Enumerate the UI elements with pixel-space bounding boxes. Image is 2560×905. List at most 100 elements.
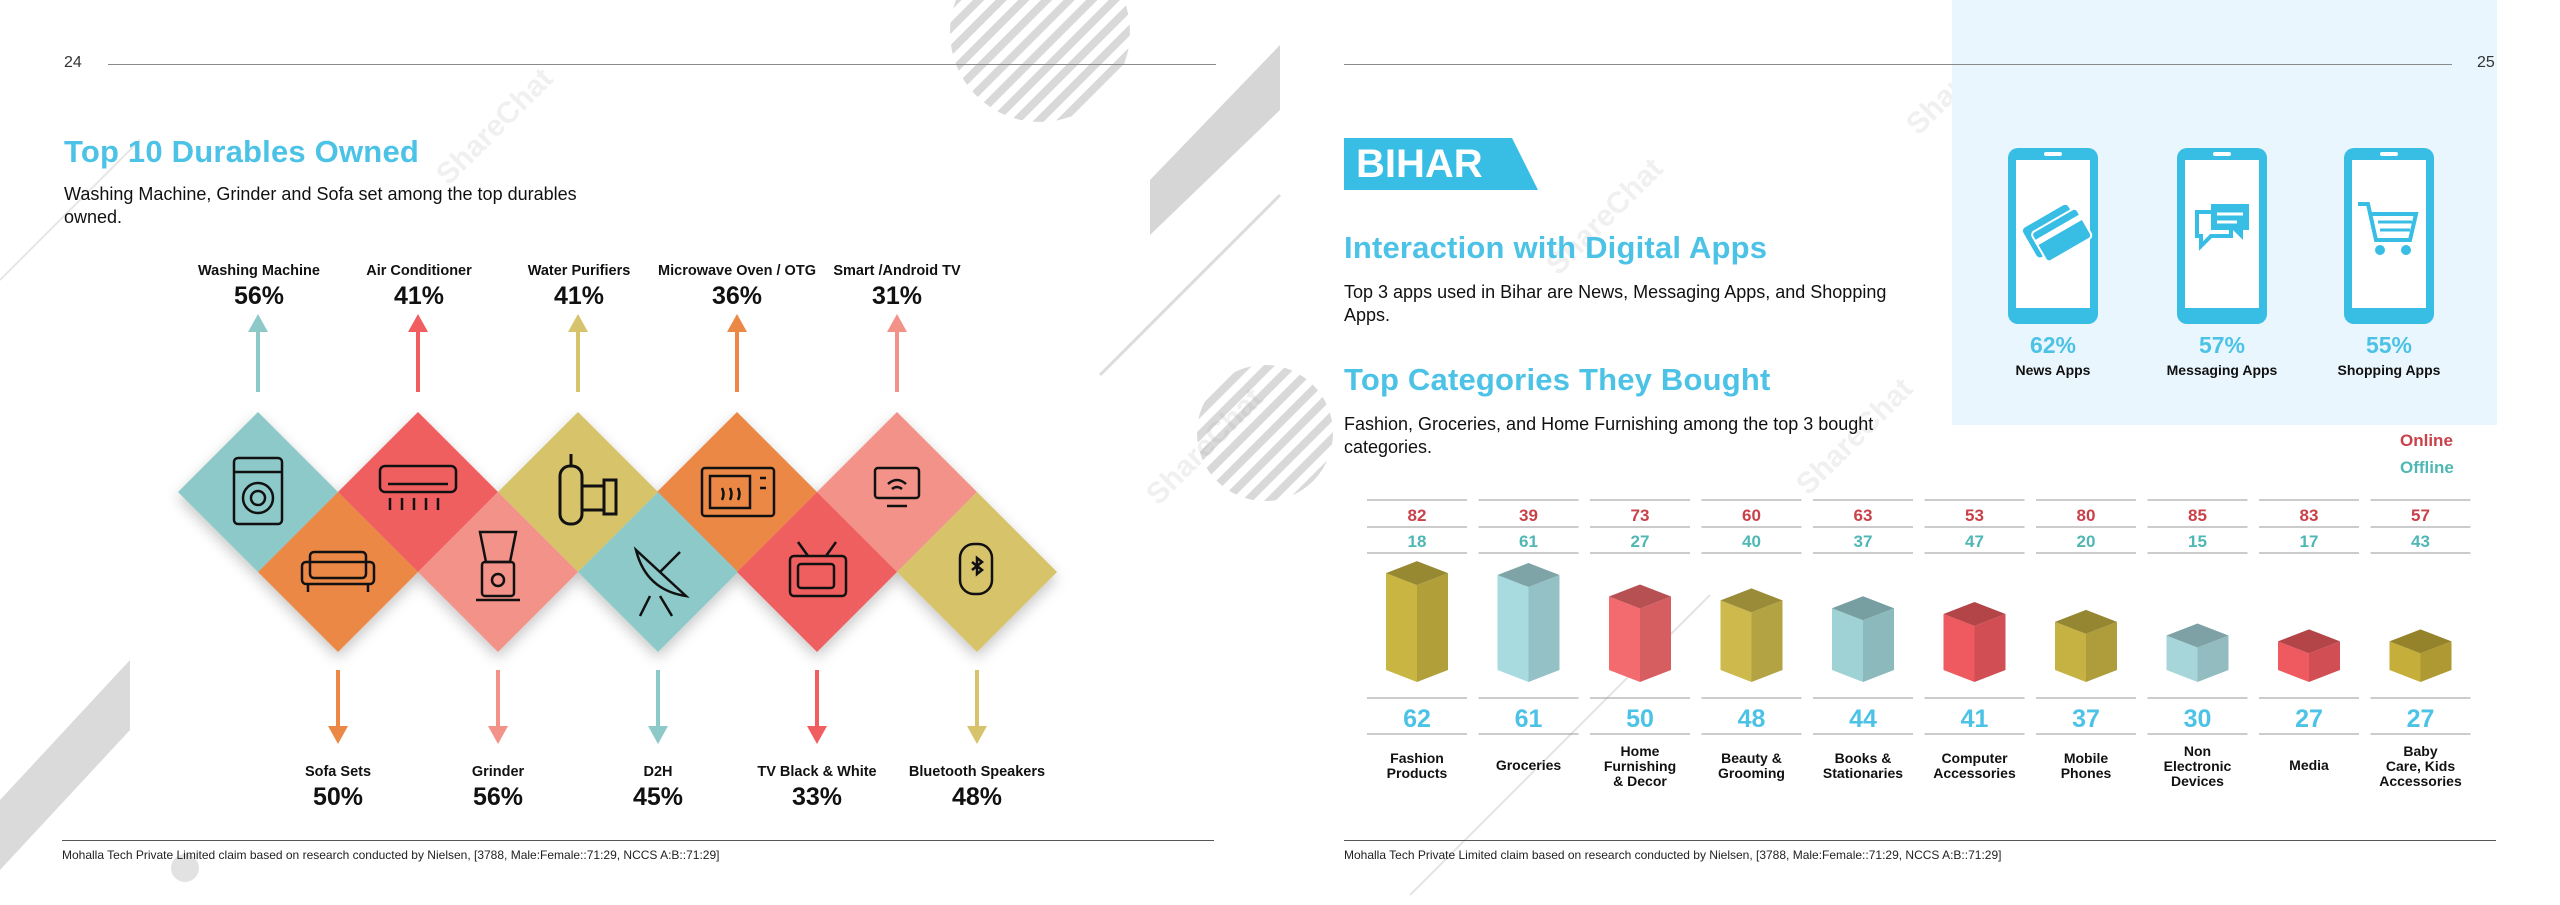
header-rule-left <box>108 64 1216 65</box>
arrow-up-icon <box>248 314 268 392</box>
durable-top-value: 31% <box>871 282 923 310</box>
durable-bottom-value: 50% <box>312 783 364 811</box>
category-label: Fashion Products <box>1387 750 1448 781</box>
durable-bottom-label: Bluetooth Speakers <box>908 764 1046 780</box>
washing-machine-icon <box>232 456 284 526</box>
categories-subtitle-line1: Fashion, Groceries, and Home Furnishing … <box>1344 414 1874 434</box>
bar-front-left <box>2389 641 2421 682</box>
category-label: Media <box>2289 757 2329 773</box>
thin-diagonal-3 <box>0 139 141 281</box>
air-conditioner-icon <box>378 464 458 510</box>
arrow-down-icon <box>328 670 348 744</box>
footer-rule-left <box>62 840 1214 841</box>
bar-value: 41 <box>1961 705 1989 733</box>
category-label: Mobile Phones <box>2061 750 2112 781</box>
page-number-right: 25 <box>2477 54 2495 71</box>
small-dot <box>171 854 199 882</box>
bar-front-right <box>2309 641 2340 682</box>
online-value: 73 <box>1631 506 1650 525</box>
microwave-icon <box>700 466 776 518</box>
online-value: 39 <box>1519 506 1538 525</box>
offline-value: 15 <box>2188 532 2207 551</box>
arrow-down-icon <box>807 670 827 744</box>
arrow-up-icon <box>568 314 588 392</box>
bar-front-right <box>1751 600 1783 682</box>
bar-value: 27 <box>2407 705 2435 733</box>
online-value: 83 <box>2300 506 2319 525</box>
app-percentage: 62% <box>2029 332 2077 358</box>
category-label: Non Electronic Devices <box>2164 743 2232 789</box>
bar-top <box>1943 602 2006 627</box>
categories-bar-chart: 82 18 62 Fashion Products 39 61 61 Groceries 73 27… <box>1367 499 2471 789</box>
bar-value: 30 <box>2184 705 2212 733</box>
durable-top-value: 56% <box>233 282 285 310</box>
category-label: Groceries <box>1496 757 1562 773</box>
state-badge-shape <box>1344 138 1538 190</box>
durable-bottom-value: 33% <box>791 783 843 811</box>
bar-front-left <box>1609 596 1640 682</box>
diamond-d2h <box>578 492 738 652</box>
categories-subtitle-line2: categories. <box>1344 437 1433 457</box>
satellite-dish-icon <box>633 546 690 617</box>
bar-front-left <box>2055 621 2086 682</box>
category-label: Home Furnishing & Decor <box>1604 743 1676 789</box>
hatched-circle-mid <box>1197 365 1333 501</box>
app-name: Shopping Apps <box>2337 362 2441 378</box>
bar-front-right <box>2197 635 2229 682</box>
durable-bottom-label: Sofa Sets <box>304 764 372 780</box>
online-value: 53 <box>1965 506 1984 525</box>
legend-offline: Offline <box>2400 458 2454 477</box>
page-title-durables: Top 10 Durables Owned <box>64 134 420 169</box>
bar-front-right <box>1640 596 1671 682</box>
page-title-apps: Interaction with Digital Apps <box>1344 230 1768 265</box>
bar-front-left <box>1386 573 1417 682</box>
diamond-sofa <box>258 492 418 652</box>
online-value: 60 <box>1742 506 1761 525</box>
durable-top-label: Smart /Android TV <box>833 263 961 279</box>
bar-top <box>2389 629 2452 654</box>
app-percentage: 55% <box>2365 332 2413 358</box>
durable-top-label: Washing Machine <box>198 263 320 279</box>
page-number-left: 24 <box>64 54 82 71</box>
category-label: Beauty & Grooming <box>1718 750 1785 781</box>
arrow-down-icon <box>488 670 508 744</box>
header-rule-right <box>1344 64 2452 65</box>
arrow-up-icon <box>727 314 747 392</box>
category-label: Books & Stationaries <box>1823 750 1903 781</box>
durable-bottom-value: 45% <box>632 783 684 811</box>
apps-subtitle-line1: Top 3 apps used in Bihar are News, Messa… <box>1344 282 1887 302</box>
offline-value: 20 <box>2077 532 2096 551</box>
offline-value: 37 <box>1854 532 1873 551</box>
online-value: 82 <box>1408 506 1427 525</box>
durable-top-label: Water Purifiers <box>527 263 631 279</box>
arrow-down-icon <box>648 670 668 744</box>
bar-value: 27 <box>2295 705 2323 733</box>
offline-value: 61 <box>1519 532 1538 551</box>
arrow-up-icon <box>887 314 907 392</box>
apps-subtitle-line2: Apps. <box>1344 305 1391 325</box>
bar-top <box>1832 596 1894 621</box>
footnote-right: Mohalla Tech Private Limited claim based… <box>1344 848 2002 862</box>
bar-top <box>1609 584 1671 609</box>
durables-diamond-infographic <box>178 314 1057 744</box>
offline-value: 17 <box>2300 532 2319 551</box>
legend-online: Online <box>2400 431 2453 450</box>
bar-front-left <box>1497 575 1529 682</box>
bar-front-right <box>1974 614 2006 682</box>
bar-value: 50 <box>1626 705 1654 733</box>
bluetooth-speaker-icon <box>958 542 994 596</box>
bar-front-right <box>1863 608 1894 682</box>
offline-value: 43 <box>2411 532 2430 551</box>
bar-top <box>2278 629 2340 654</box>
page-title-categories: Top Categories They Bought <box>1344 362 1771 397</box>
footnote-left: Mohalla Tech Private Limited claim based… <box>62 848 720 862</box>
phone-chat-bubbles-icon <box>2177 148 2267 324</box>
grey-stripe-bottom-left <box>0 660 130 870</box>
bar-top <box>1386 561 1448 586</box>
bar-front-left <box>1720 600 1752 682</box>
bar-value: 61 <box>1515 705 1543 733</box>
category-label: Computer Accessories <box>1933 750 2016 781</box>
online-value: 63 <box>1854 506 1873 525</box>
bar-value: 48 <box>1738 705 1766 733</box>
bar-front-left <box>1943 614 1975 682</box>
